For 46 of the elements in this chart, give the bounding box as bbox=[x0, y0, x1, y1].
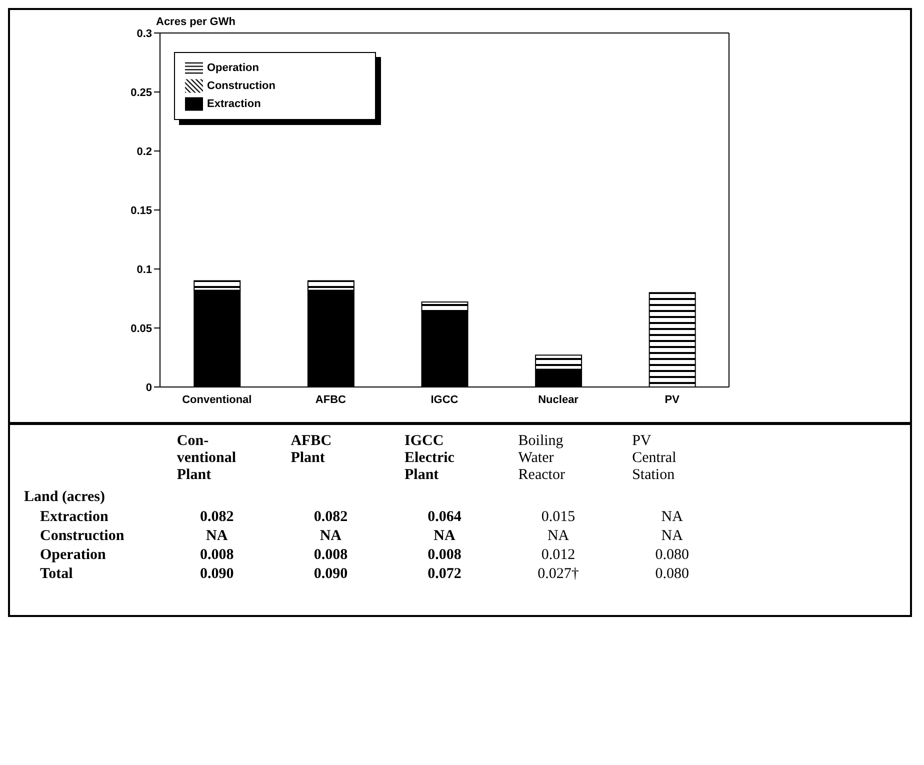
text: 0.080 bbox=[654, 566, 690, 583]
y-axis-title: Acres per GWh bbox=[156, 16, 236, 28]
y-tick-label: 0.3 bbox=[136, 28, 152, 40]
text: 0.090 bbox=[199, 566, 235, 583]
x-tick-label: IGCC bbox=[430, 394, 458, 406]
y-tick-label: 0.05 bbox=[130, 322, 152, 335]
y-tick-label: 0.15 bbox=[130, 204, 152, 217]
text: 0.012 bbox=[540, 547, 576, 564]
y-tick-label: 0.25 bbox=[130, 86, 152, 99]
x-tick-label: PV bbox=[664, 394, 680, 406]
text: 0.080 bbox=[654, 547, 690, 564]
text: 0.027† bbox=[536, 566, 580, 583]
y-tick-label: 0 bbox=[146, 382, 152, 394]
text: 0.008 bbox=[199, 547, 235, 564]
category-label: PV Central Station bbox=[632, 433, 678, 484]
category-label: AFBC Plant bbox=[290, 433, 333, 467]
text: Operation bbox=[40, 547, 106, 564]
text: NA bbox=[660, 509, 684, 526]
text: Extraction bbox=[40, 509, 108, 526]
text: 0.090 bbox=[312, 566, 349, 583]
x-tick-label: AFBC bbox=[315, 394, 346, 406]
text: 0.008 bbox=[426, 547, 462, 564]
text: Total bbox=[40, 566, 73, 583]
text: Construction bbox=[40, 528, 124, 545]
x-tick-label: Nuclear bbox=[538, 394, 580, 406]
text: Land (acres) bbox=[24, 489, 105, 506]
text: 0.015 bbox=[540, 509, 576, 526]
text: 0.082 bbox=[312, 509, 349, 526]
category-label: IGCC Electric Plant bbox=[404, 433, 456, 484]
category-label: Con- ventional Plant bbox=[176, 433, 238, 484]
text: 0.072 bbox=[426, 566, 462, 583]
legend-label: Construction bbox=[207, 80, 276, 92]
text: NA bbox=[205, 528, 229, 545]
y-tick-label: 0.2 bbox=[136, 146, 152, 158]
text: 0.064 bbox=[426, 509, 462, 526]
legend-label: Extraction bbox=[207, 98, 261, 110]
x-tick-label: Conventional bbox=[182, 394, 252, 406]
y-tick-label: 0.1 bbox=[136, 264, 152, 276]
text: NA bbox=[660, 528, 684, 545]
category-label: Boiling Water Reactor bbox=[518, 433, 566, 484]
legend-label: Operation bbox=[207, 62, 259, 74]
text: 0.082 bbox=[199, 509, 235, 526]
text: NA bbox=[318, 528, 343, 545]
text: NA bbox=[546, 528, 570, 545]
text: NA bbox=[432, 528, 456, 545]
text: 0.008 bbox=[312, 547, 349, 564]
